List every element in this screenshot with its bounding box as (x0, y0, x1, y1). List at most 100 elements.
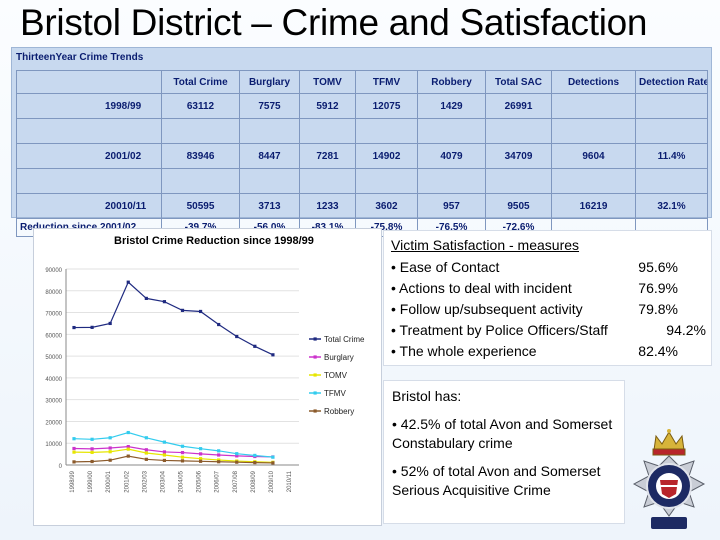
data-point (198, 447, 203, 451)
x-tick-label: 2010/11 (287, 470, 293, 492)
y-tick-label: 10000 (45, 442, 62, 448)
data-point (235, 460, 239, 464)
data-point (217, 460, 221, 464)
y-tick-label: 50000 (45, 355, 62, 361)
series-line (73, 431, 273, 458)
table-header-cell: Total SAC (485, 70, 552, 94)
x-tick-label: 2003/04 (160, 470, 166, 492)
y-tick-label: 20000 (45, 420, 62, 426)
table-cell: 7281 (299, 143, 356, 169)
data-point (253, 461, 257, 465)
data-point (235, 334, 239, 339)
bristol-has-panel: Bristol has: • 42.5% of total Avon and S… (383, 380, 625, 524)
satisfaction-label: • Treatment by Police Officers/Staff (391, 322, 608, 338)
data-point (235, 454, 239, 458)
data-point (217, 458, 221, 462)
crime-trends-table-panel: ThirteenYear Crime Trends Total Crime Bu… (11, 47, 712, 237)
table-cell: 3713 (239, 193, 300, 219)
data-point (72, 437, 76, 441)
slide-title: Bristol District – Crime and Satisfactio… (20, 2, 648, 43)
crime-reduction-chart: Bristol Crime Reduction since 1998/99 0 1… (33, 228, 382, 526)
data-point (271, 353, 275, 357)
data-point (144, 448, 148, 452)
table-cell: 32.1% (635, 193, 708, 219)
data-point (144, 457, 148, 461)
y-tick-label: 70000 (45, 312, 62, 318)
chart-title: Bristol Crime Reduction since 1998/99 (114, 235, 314, 247)
table-cell: 63112 (161, 93, 240, 119)
data-point (108, 321, 112, 326)
data-point (126, 280, 130, 284)
legend-label: TOMV (324, 371, 348, 380)
data-point (72, 450, 76, 454)
data-point (126, 445, 130, 449)
table-cell: 83946 (161, 143, 240, 169)
satisfaction-value: 94.2% (666, 322, 706, 338)
table-cell (635, 93, 708, 119)
table-header-cell: Robbery (417, 70, 486, 94)
x-tick-label: 1999/00 (88, 470, 94, 492)
data-point (271, 455, 275, 459)
table-cell: 20010/11 (16, 193, 162, 219)
table-header-cell: Detection Rate (635, 70, 708, 94)
satisfaction-label: • Actions to deal with incident (391, 280, 572, 296)
data-point (180, 455, 185, 459)
data-point (180, 444, 185, 448)
table-header-cell: Total Crime (161, 70, 240, 94)
data-point (126, 430, 130, 435)
data-point (162, 440, 167, 444)
table-row: 2001/02 83946 8447 7281 14902 4079 34709… (16, 143, 708, 169)
satisfaction-value: 79.8% (638, 301, 678, 317)
satisfaction-value: 82.4% (638, 343, 678, 359)
x-tick-label: 1998/99 (70, 470, 76, 492)
y-tick-label: 80000 (45, 290, 62, 296)
legend-marker (313, 409, 317, 413)
crown-icon (652, 429, 686, 456)
table-cell: 12075 (355, 93, 418, 119)
x-tick-label: 2000/01 (106, 470, 112, 492)
data-point (90, 437, 94, 441)
table-cell: 26991 (485, 93, 552, 119)
data-point (126, 454, 130, 458)
satisfaction-heading: Victim Satisfaction - measures (391, 237, 580, 253)
table-header-row: Total Crime Burglary TOMV TFMV Robbery T… (16, 70, 708, 94)
table-cell: 4079 (417, 143, 486, 169)
data-point (162, 453, 167, 457)
x-tick-label: 2008/09 (251, 470, 257, 492)
data-point (90, 450, 94, 454)
data-point (198, 309, 203, 314)
x-tick-label: 2004/05 (179, 470, 185, 492)
legend-label: Robbery (324, 407, 354, 416)
data-point (108, 446, 112, 450)
series-line (73, 455, 273, 464)
bristol-has-point: • 42.5% of total Avon and Somerset Const… (392, 416, 613, 451)
table-cell: 1998/99 (16, 93, 162, 119)
table-cell: 2001/02 (16, 143, 162, 169)
legend-label: Burglary (324, 353, 354, 362)
table-cell: 16219 (551, 193, 636, 219)
legend-marker (313, 355, 317, 359)
x-tick-label: 2009/10 (269, 470, 275, 492)
legend-label: Total Crime (324, 335, 365, 344)
table-cell (551, 93, 636, 119)
data-point (180, 308, 185, 312)
data-point (217, 453, 221, 457)
data-point (162, 300, 167, 304)
table-header-cell: TFMV (355, 70, 418, 94)
data-point (90, 325, 94, 329)
data-point (253, 453, 257, 458)
data-point (180, 450, 185, 455)
x-tick-label: 2007/08 (233, 470, 239, 492)
series-line (73, 281, 274, 356)
satisfaction-label: • Follow up/subsequent activity (391, 301, 583, 317)
satisfaction-value: 95.6% (638, 259, 678, 275)
x-tick-label: 2001/02 (124, 470, 130, 492)
bristol-has-heading: Bristol has: (392, 388, 462, 404)
data-point (162, 450, 167, 454)
data-point (90, 447, 94, 451)
y-tick-label: 40000 (45, 377, 62, 383)
legend-label: TFMV (324, 389, 346, 398)
data-point (108, 436, 112, 440)
data-point (253, 344, 257, 348)
data-point (217, 322, 221, 327)
